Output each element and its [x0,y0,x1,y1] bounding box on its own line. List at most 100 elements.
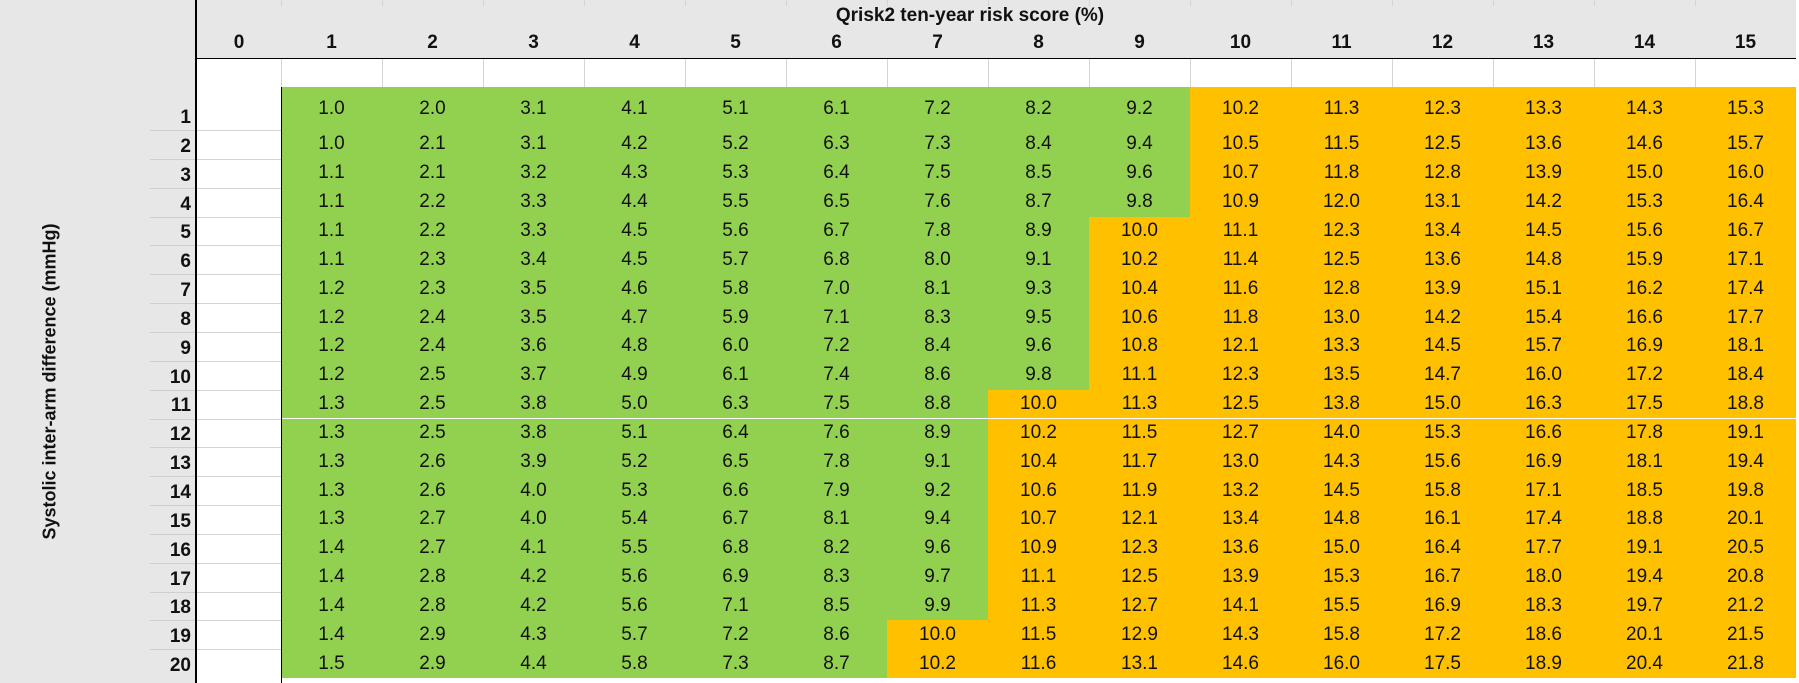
value-cell: 2.2 [382,216,483,246]
value-cell: 4.9 [584,360,685,390]
value-cell: 6.3 [786,130,887,159]
value-cell: 4.0 [483,505,584,534]
value-cell: 5.2 [685,130,786,159]
row-header-1: 1 [180,107,191,128]
value-cell: 12.3 [1190,360,1291,390]
value-cell: 20.4 [1594,649,1695,679]
value-cell: 1.3 [281,476,382,506]
value-cell: 12.5 [1190,389,1291,419]
value-cell: 8.4 [887,331,988,361]
value-cell: 8.2 [988,87,1089,130]
value-cell: 7.8 [887,216,988,246]
column-header-10: 10 [1229,32,1252,53]
value-cell: 9.8 [1089,187,1190,217]
value-cell: 4.3 [584,158,685,188]
value-cell: 8.1 [786,505,887,534]
value-cell: 12.7 [1089,591,1190,621]
value-cell: 4.4 [584,187,685,217]
value-cell: 13.4 [1190,505,1291,534]
value-cell: 3.5 [483,274,584,304]
value-cell: 1.1 [281,158,382,188]
value-cell: 1.3 [281,447,382,477]
value-cell: 6.8 [685,533,786,563]
value-cell: 7.1 [786,303,887,332]
value-cell: 14.5 [1493,216,1594,246]
value-cell: 2.1 [382,130,483,159]
value-cell: 7.3 [887,130,988,159]
value-cell: 6.1 [685,360,786,390]
value-cell: 16.7 [1392,562,1493,592]
value-cell: 8.7 [988,187,1089,217]
value-cell: 10.2 [988,418,1089,448]
value-cell: 9.9 [887,591,988,621]
value-cell: 15.5 [1291,591,1392,621]
value-cell: 8.2 [786,533,887,563]
value-cell: 13.8 [1291,389,1392,419]
value-cell: 10.0 [887,620,988,650]
value-cell: 2.7 [382,533,483,563]
value-cell: 3.1 [483,130,584,159]
value-cell: 7.5 [887,158,988,188]
value-cell: 9.2 [1089,87,1190,130]
value-cell: 17.4 [1695,274,1796,304]
value-cell: 2.0 [382,87,483,130]
value-cell: 18.6 [1493,620,1594,650]
value-cell: 13.1 [1392,187,1493,217]
value-cell: 4.2 [483,562,584,592]
value-cell: 7.2 [685,620,786,650]
row-header-13: 13 [169,453,191,475]
value-cell: 15.6 [1392,447,1493,477]
value-cell: 5.0 [584,389,685,419]
column-header-12: 12 [1431,32,1454,53]
value-cell: 12.5 [1392,130,1493,159]
value-cell: 10.7 [1190,158,1291,188]
row-header-3: 3 [180,164,191,186]
value-cell: 9.3 [988,274,1089,304]
value-cell: 19.7 [1594,591,1695,621]
value-cell: 5.5 [685,187,786,217]
value-cell: 16.4 [1392,533,1493,563]
value-cell: 18.4 [1695,360,1796,390]
value-cell: 5.1 [685,87,786,130]
value-cell: 7.0 [786,274,887,304]
value-cell: 5.7 [584,620,685,650]
value-cell: 17.1 [1695,245,1796,275]
value-cell: 1.2 [281,274,382,304]
value-cell: 10.4 [988,447,1089,477]
column-header-7: 7 [932,32,943,53]
value-cell: 16.1 [1392,505,1493,534]
value-cell: 6.9 [685,562,786,592]
value-cell: 2.3 [382,245,483,275]
value-cell: 17.1 [1493,476,1594,506]
value-cell: 3.4 [483,245,584,275]
value-cell: 2.9 [382,649,483,679]
value-cell: 9.2 [887,476,988,506]
value-cell: 3.8 [483,418,584,448]
value-cell: 13.0 [1190,447,1291,477]
value-cell: 14.8 [1493,245,1594,275]
value-cell: 6.7 [786,216,887,246]
value-cell: 16.6 [1594,303,1695,332]
column-header-1: 1 [326,32,337,53]
value-cell: 16.2 [1594,274,1695,304]
value-cell: 10.0 [988,389,1089,419]
value-cell: 1.4 [281,591,382,621]
column-header-15: 15 [1734,32,1757,53]
value-cell: 13.9 [1190,562,1291,592]
value-cell: 14.3 [1291,447,1392,477]
value-cell: 3.2 [483,158,584,188]
value-cell: 21.2 [1695,591,1796,621]
value-cell: 15.0 [1392,389,1493,419]
value-cell: 12.8 [1392,158,1493,188]
value-cell: 12.1 [1089,505,1190,534]
column-header-2: 2 [427,32,438,53]
value-cell: 2.7 [382,505,483,534]
value-cell: 11.1 [988,562,1089,592]
value-cell: 3.1 [483,87,584,130]
value-cell: 4.5 [584,245,685,275]
value-cell: 17.5 [1392,649,1493,679]
value-cell: 4.8 [584,331,685,361]
value-cell: 4.2 [483,591,584,621]
row-header-8: 8 [180,308,191,330]
